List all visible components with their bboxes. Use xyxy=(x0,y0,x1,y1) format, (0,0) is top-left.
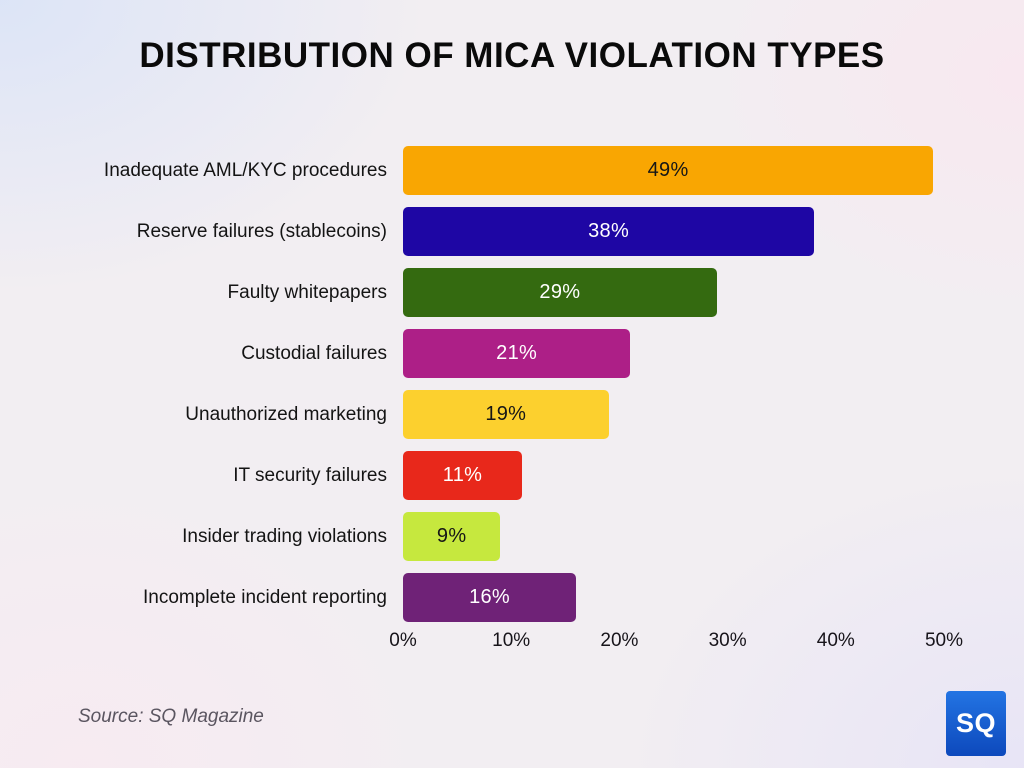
category-label: Unauthorized marketing xyxy=(185,403,387,425)
bar: 29% xyxy=(403,268,717,317)
bar-track: 9% xyxy=(403,512,944,561)
category-label: IT security failures xyxy=(233,464,387,486)
bar-value-label: 19% xyxy=(485,403,527,425)
category-label: Faulty whitepapers xyxy=(227,281,387,303)
bar-value-label: 29% xyxy=(539,281,581,303)
axis-tick-track: 0% 10% 20% 30% 40% 50% xyxy=(389,630,963,656)
x-axis-tick: 0% xyxy=(389,630,417,651)
bar-row: Custodial failures 21% xyxy=(0,329,1024,378)
bar-track: 38% xyxy=(403,207,944,256)
chart-rows: Inadequate AML/KYC procedures 49% Reserve … xyxy=(0,146,1024,622)
bar-row: Incomplete incident reporting 16% xyxy=(0,573,1024,622)
category-label: Incomplete incident reporting xyxy=(143,586,387,608)
x-axis-tick: 30% xyxy=(708,630,747,651)
bar-track: 49% xyxy=(403,146,944,195)
bar: 16% xyxy=(403,573,577,622)
bar-value-label: 49% xyxy=(647,159,689,181)
bar-value-label: 11% xyxy=(442,464,483,486)
bar: 19% xyxy=(403,390,609,439)
chart-title: DISTRIBUTION OF MICA VIOLATION TYPES xyxy=(139,36,885,75)
bar-row: IT security failures 11% xyxy=(0,451,1024,500)
bar: 38% xyxy=(403,207,815,256)
bar-track: 29% xyxy=(403,268,944,317)
bar-row: Reserve failures (stablecoins) 38% xyxy=(0,207,1024,256)
x-axis: 0% 10% 20% 30% 40% 50% xyxy=(0,630,1024,656)
bar-chart: Inadequate AML/KYC procedures 49% Reserve … xyxy=(0,146,1024,656)
bar-row: Unauthorized marketing 19% xyxy=(0,390,1024,439)
x-axis-tick: 20% xyxy=(600,630,639,651)
bar: 49% xyxy=(403,146,934,195)
bar-value-label: 21% xyxy=(496,342,538,364)
x-axis-tick: 10% xyxy=(492,630,531,651)
category-label: Reserve failures (stablecoins) xyxy=(136,220,387,242)
bar: 9% xyxy=(403,512,501,561)
bar-row: Inadequate AML/KYC procedures 49% xyxy=(0,146,1024,195)
bar: 11% xyxy=(403,451,523,500)
category-label: Custodial failures xyxy=(241,342,387,364)
bar-track: 11% xyxy=(403,451,944,500)
x-axis-tick: 50% xyxy=(924,630,964,651)
bar-track: 16% xyxy=(403,573,944,622)
bar-row: Faulty whitepapers 29% xyxy=(0,268,1024,317)
category-label: Inadequate AML/KYC procedures xyxy=(103,159,387,181)
sq-logo-text: SQ xyxy=(955,708,996,738)
bar-value-label: 9% xyxy=(436,525,467,547)
bar-track: 21% xyxy=(403,329,944,378)
bar-value-label: 38% xyxy=(588,220,630,242)
axis-spacer xyxy=(0,630,403,656)
bar: 21% xyxy=(403,329,631,378)
bar-track: 19% xyxy=(403,390,944,439)
category-label: Insider trading violations xyxy=(182,525,387,547)
bar-value-label: 16% xyxy=(469,586,511,608)
source-note: Source: SQ Magazine xyxy=(78,706,264,727)
sq-logo: SQ xyxy=(946,691,1006,756)
bar-row: Insider trading violations 9% xyxy=(0,512,1024,561)
x-axis-tick: 40% xyxy=(816,630,855,651)
